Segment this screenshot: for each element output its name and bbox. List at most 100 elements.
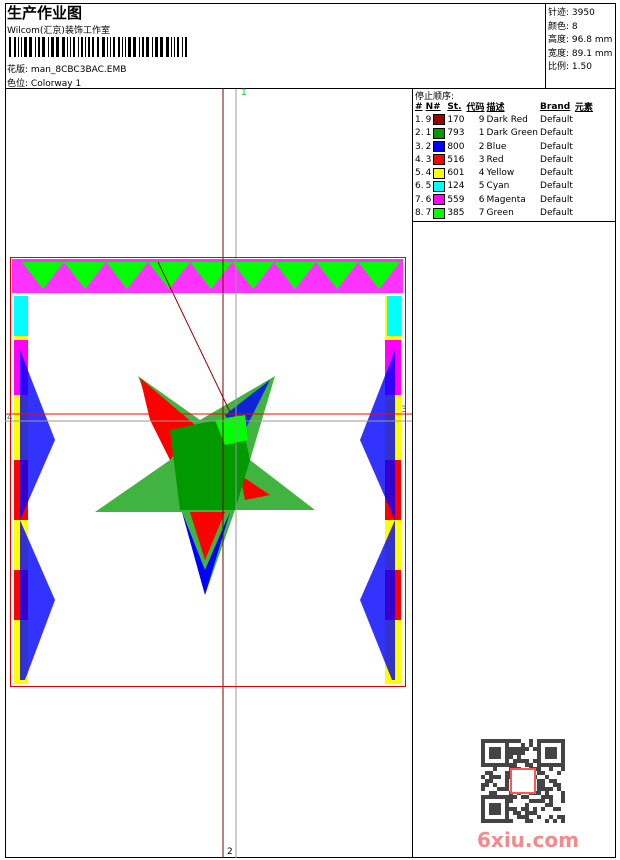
barcode-bar bbox=[92, 37, 94, 57]
stitches: 124 bbox=[447, 181, 465, 192]
barcode-bar bbox=[56, 37, 59, 57]
stat-2: 高度: 96.8 mm bbox=[548, 32, 612, 45]
barcode-bar bbox=[29, 37, 32, 57]
barcode-bar bbox=[14, 37, 16, 57]
barcode bbox=[9, 37, 187, 57]
barcode-bar bbox=[174, 37, 175, 57]
description: Dark Green bbox=[486, 128, 539, 139]
code: 5 bbox=[478, 181, 485, 192]
barcode-bar bbox=[160, 37, 163, 57]
color-swatch-cell bbox=[432, 166, 446, 179]
stitches: 793 bbox=[447, 128, 465, 139]
description: Cyan bbox=[486, 181, 510, 192]
description: Magenta bbox=[486, 194, 526, 205]
needle: 9 bbox=[425, 114, 432, 125]
table-row: 2. 1 793 1 Dark Green Default bbox=[414, 127, 594, 140]
barcode-bar bbox=[9, 37, 11, 57]
stat-label: 宽度: bbox=[548, 48, 570, 59]
color-swatch-cell bbox=[432, 127, 446, 140]
needle: 5 bbox=[425, 181, 432, 192]
color-swatch-cell bbox=[432, 206, 446, 219]
barcode-bar bbox=[48, 37, 49, 57]
file-info: 花版: man_8CBC3BAC.EMB bbox=[7, 62, 126, 75]
marker-left: 4 bbox=[7, 413, 13, 423]
watermark-logo: 6xiu.com bbox=[477, 828, 579, 852]
table-row: 5. 4 601 4 Yellow Default bbox=[414, 166, 594, 179]
qr-code bbox=[481, 739, 565, 823]
barcode-bar bbox=[24, 37, 27, 57]
barcode-bar bbox=[107, 37, 108, 57]
order: 6. bbox=[415, 181, 424, 192]
description: Yellow bbox=[486, 168, 515, 179]
table-row: 6. 5 124 5 Cyan Default bbox=[414, 180, 594, 193]
color-swatch-cell bbox=[432, 140, 446, 153]
barcode-bar bbox=[102, 37, 105, 57]
color-swatch bbox=[433, 114, 446, 126]
color-swatch bbox=[433, 194, 446, 206]
stat-value: 8 bbox=[571, 21, 578, 32]
order: 1. bbox=[415, 114, 424, 125]
stat-label: 颜色: bbox=[548, 21, 570, 32]
barcode-bar bbox=[125, 37, 126, 57]
barcode-bar bbox=[166, 37, 169, 57]
brand: Default bbox=[540, 208, 573, 219]
colorway-value: Colorway 1 bbox=[30, 79, 82, 89]
barcode-bar bbox=[18, 37, 19, 57]
needle: 2 bbox=[425, 141, 432, 152]
color-swatch bbox=[433, 127, 446, 139]
brand: Default bbox=[540, 114, 573, 125]
table-row: 7. 6 559 6 Magenta Default bbox=[414, 193, 594, 206]
barcode-bar bbox=[182, 37, 183, 57]
barcode-bar bbox=[133, 37, 136, 57]
code: 1 bbox=[478, 128, 485, 139]
code: 4 bbox=[478, 168, 485, 179]
column-header: # bbox=[415, 101, 423, 112]
page-title: 生产作业图 bbox=[7, 4, 83, 22]
stat-value: 89.1 mm bbox=[571, 48, 613, 59]
stitches: 516 bbox=[447, 154, 465, 165]
color-swatch bbox=[433, 180, 446, 192]
stat-4: 比例: 1.50 bbox=[548, 59, 592, 72]
design-bounds bbox=[10, 257, 406, 687]
order: 2. bbox=[415, 128, 424, 139]
colorway-info: 色位: Colorway 1 bbox=[7, 76, 81, 89]
needle: 4 bbox=[425, 168, 432, 179]
barcode-bar bbox=[42, 37, 45, 57]
barcode-bar bbox=[177, 37, 179, 57]
brand: Default bbox=[540, 141, 573, 152]
marker-top: 1 bbox=[241, 88, 247, 98]
barcode-bar bbox=[128, 37, 131, 57]
barcode-bar bbox=[118, 37, 120, 57]
qr-stamp bbox=[510, 768, 536, 794]
stop-sequence-title: 停止顺序: bbox=[415, 92, 455, 102]
stitches: 170 bbox=[447, 114, 465, 125]
column-header: Brand bbox=[540, 101, 571, 112]
barcode-bar bbox=[51, 37, 54, 57]
stat-label: 比例: bbox=[548, 62, 570, 72]
order: 8. bbox=[415, 208, 424, 219]
stat-label: 高度: bbox=[548, 35, 570, 45]
color-swatch bbox=[433, 141, 446, 153]
barcode-bar bbox=[113, 37, 115, 57]
color-swatch bbox=[433, 154, 446, 166]
order: 5. bbox=[415, 168, 424, 179]
marker-bottom: 2 bbox=[227, 847, 233, 857]
needle: 3 bbox=[425, 154, 432, 165]
code: 2 bbox=[478, 141, 485, 152]
barcode-bar bbox=[152, 37, 153, 57]
barcode-bar bbox=[139, 37, 140, 57]
barcode-bar bbox=[185, 37, 187, 57]
barcode-bar bbox=[97, 37, 99, 57]
color-swatch-cell bbox=[432, 113, 446, 126]
barcode-bar bbox=[67, 37, 68, 57]
code: 7 bbox=[478, 208, 485, 219]
column-header: St. bbox=[447, 101, 462, 112]
barcode-bar bbox=[73, 37, 75, 57]
company-name: Wilcom(汇京)装饰工作室 bbox=[7, 26, 110, 36]
marker-right: 3 bbox=[401, 405, 407, 415]
stat-value: 1.50 bbox=[571, 62, 592, 72]
file-name: man_8CBC3BAC.EMB bbox=[30, 65, 127, 75]
barcode-bar bbox=[81, 37, 83, 57]
order: 3. bbox=[415, 141, 424, 152]
